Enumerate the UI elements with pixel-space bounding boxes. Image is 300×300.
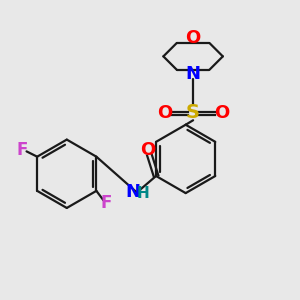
Text: S: S (186, 103, 200, 122)
Text: O: O (214, 104, 229, 122)
Text: F: F (16, 141, 28, 159)
Text: O: O (157, 104, 172, 122)
Text: N: N (186, 65, 201, 83)
Text: O: O (185, 29, 201, 47)
Text: N: N (126, 183, 141, 201)
Text: O: O (140, 141, 155, 159)
Text: F: F (101, 194, 112, 212)
Text: H: H (137, 186, 150, 201)
